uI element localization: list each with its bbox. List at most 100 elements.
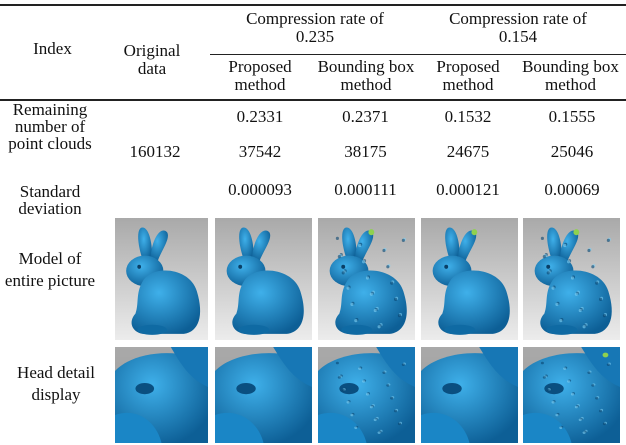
texture: [559, 427, 562, 430]
bunny-image: [318, 218, 415, 340]
texture: [571, 393, 574, 396]
method: Bounding box method: [515, 58, 626, 94]
cell: 0.2371: [313, 108, 418, 126]
texture: [366, 393, 369, 396]
texture: [370, 406, 373, 409]
head-image: [215, 347, 312, 443]
texture: [555, 303, 558, 306]
cell: 0.1555: [518, 108, 626, 126]
eye: [442, 383, 461, 394]
group-rule: [210, 54, 626, 55]
texture: [552, 287, 555, 290]
eye: [238, 265, 242, 269]
texture: [354, 427, 357, 430]
highlight: [368, 229, 374, 235]
texture: [398, 423, 401, 426]
texture: [342, 389, 345, 392]
texture: [595, 281, 598, 284]
highlight: [603, 353, 609, 358]
texture: [378, 325, 381, 328]
texture: [338, 376, 341, 379]
texture: [336, 362, 339, 365]
eye: [339, 383, 358, 394]
texture: [603, 423, 606, 426]
texture: [587, 249, 590, 252]
texture: [390, 281, 393, 284]
texture: [583, 431, 586, 434]
foot: [546, 325, 577, 335]
bunny-image: [215, 218, 312, 340]
eye: [341, 265, 345, 269]
texture: [347, 287, 350, 290]
texture: [386, 265, 389, 268]
foot: [444, 325, 475, 335]
cell: 0.2331: [210, 108, 310, 126]
texture: [567, 380, 570, 383]
method: Proposed method: [210, 58, 310, 94]
cell: 0.000121: [418, 181, 518, 199]
texture: [374, 309, 377, 312]
texture: [575, 293, 578, 296]
eye: [236, 383, 255, 394]
group-title: Compression rate of 0.154: [443, 10, 593, 46]
head-image: [318, 347, 415, 443]
texture: [571, 276, 574, 279]
texture: [354, 319, 357, 322]
eye: [544, 383, 563, 394]
cell: 37542: [210, 143, 310, 161]
texture: [591, 265, 594, 268]
texture: [559, 319, 562, 322]
texture: [358, 367, 361, 370]
head-image: [115, 347, 208, 443]
texture: [394, 298, 397, 301]
texture: [579, 419, 582, 422]
bunny-image: [115, 218, 208, 340]
texture: [382, 249, 385, 252]
texture: [543, 255, 546, 258]
method: Proposed method: [418, 58, 518, 94]
cell: 160132: [110, 143, 200, 161]
row-label: Standard deviation: [0, 183, 100, 217]
texture: [607, 363, 610, 366]
texture: [591, 384, 594, 387]
texture: [555, 414, 558, 417]
head-image: [421, 347, 518, 443]
texture: [547, 389, 550, 392]
texture: [603, 314, 606, 317]
texture: [402, 239, 405, 242]
header-index: Index: [0, 40, 105, 58]
cell: 0.000093: [210, 181, 310, 199]
texture: [398, 314, 401, 317]
texture: [390, 397, 393, 400]
texture: [336, 237, 339, 240]
eye: [444, 265, 448, 269]
texture: [378, 431, 381, 434]
texture: [595, 397, 598, 400]
table: Index Original data Compression rate of …: [0, 0, 626, 445]
texture: [366, 276, 369, 279]
eye: [135, 383, 154, 394]
row-label: Model of entire picture: [0, 248, 100, 292]
texture: [563, 244, 566, 247]
texture: [382, 371, 385, 374]
texture: [552, 401, 555, 404]
foot: [341, 325, 372, 335]
texture: [599, 410, 602, 413]
texture: [575, 406, 578, 409]
cell: 24675: [418, 143, 518, 161]
texture: [402, 363, 405, 366]
row-label: Head detail display: [0, 362, 106, 406]
foot: [238, 325, 269, 335]
texture: [350, 414, 353, 417]
texture: [358, 244, 361, 247]
texture: [579, 309, 582, 312]
highlight: [573, 229, 579, 235]
texture: [583, 325, 586, 328]
eye: [546, 265, 550, 269]
texture: [567, 260, 570, 263]
head-image: [523, 347, 620, 443]
group-title: Compression rate of 0.235: [240, 10, 390, 46]
row-label: Remaining number of point clouds: [0, 101, 100, 152]
texture: [587, 371, 590, 374]
texture: [342, 271, 345, 274]
